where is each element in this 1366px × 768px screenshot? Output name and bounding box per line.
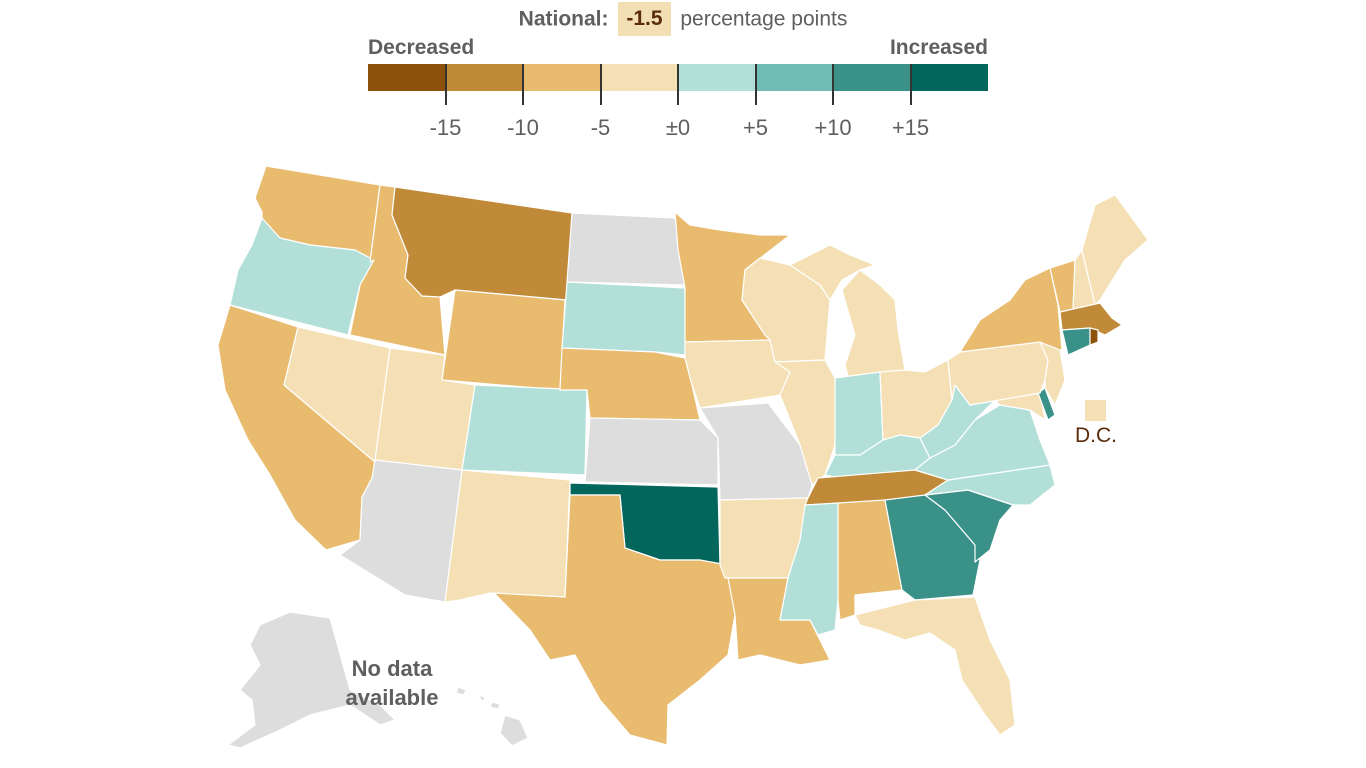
legend-decreased-label: Decreased	[368, 36, 475, 59]
legend-tick-label: ±0	[665, 115, 691, 140]
state-in[interactable]	[834, 371, 884, 456]
legend-swatch	[833, 64, 911, 91]
legend-tick	[522, 64, 524, 105]
state-fa[interactable]	[854, 596, 1016, 736]
state-nm[interactable]	[444, 469, 571, 603]
color-legend: Decreased Increased -15 -10 -5 ±0 +5 +10…	[368, 36, 988, 146]
state-mt[interactable]	[391, 186, 573, 301]
national-value-badge: -1.5	[618, 2, 671, 36]
legend-tick-label: +15	[891, 115, 930, 140]
legend-tick	[599, 64, 602, 105]
state-nd[interactable]	[566, 212, 686, 286]
legend-increased-label: Increased	[889, 36, 988, 59]
dc-swatch[interactable]	[1085, 400, 1106, 421]
legend-swatch	[445, 64, 523, 91]
state-ri[interactable]	[1089, 327, 1099, 346]
no-data-line1: No data	[351, 656, 433, 681]
legend-tick-label: -15	[429, 115, 462, 140]
legend-tick	[444, 64, 447, 105]
legend-swatch	[910, 64, 988, 91]
state-mo[interactable]	[699, 402, 813, 501]
state-mi[interactable]	[841, 269, 906, 384]
legend-tick	[677, 64, 679, 105]
state-ct[interactable]	[1061, 327, 1091, 356]
state-de[interactable]	[1037, 387, 1056, 421]
state-tx[interactable]	[493, 494, 736, 746]
state-hi-islands[interactable]	[455, 686, 501, 710]
state-nj[interactable]	[1039, 341, 1066, 406]
legend-swatch	[755, 64, 833, 91]
state-wy[interactable]	[441, 289, 566, 391]
legend-tick	[754, 64, 757, 105]
state-mi-up[interactable]	[789, 244, 876, 301]
state-co[interactable]	[461, 384, 588, 476]
legend-swatch	[368, 64, 446, 91]
state-sd[interactable]	[561, 281, 686, 356]
state-ks[interactable]	[584, 417, 719, 486]
no-data-label: No data available	[333, 654, 451, 712]
legend-tick-label: -10	[507, 115, 539, 140]
legend-tick-label: +10	[814, 115, 852, 140]
dc-label: D.C.	[1075, 424, 1117, 447]
legend-swatch	[523, 64, 601, 91]
national-label: National:	[518, 7, 609, 31]
national-unit: percentage points	[680, 7, 848, 31]
legend-tick-label: -5	[590, 115, 611, 140]
national-summary: National: -1.5 percentage points	[0, 2, 1366, 37]
state-ak[interactable]	[227, 611, 396, 749]
legend-tick-label: +5	[742, 115, 769, 140]
state-nc[interactable]	[924, 464, 1056, 506]
no-data-line2: available	[345, 685, 439, 710]
state-hi[interactable]	[499, 714, 529, 747]
legend-tick	[832, 64, 834, 105]
legend-swatch	[678, 64, 756, 91]
legend-color-bar	[368, 64, 988, 91]
legend-tick	[909, 64, 912, 105]
legend-swatch	[600, 64, 678, 91]
state-me[interactable]	[1081, 194, 1149, 306]
state-ny[interactable]	[959, 267, 1063, 353]
